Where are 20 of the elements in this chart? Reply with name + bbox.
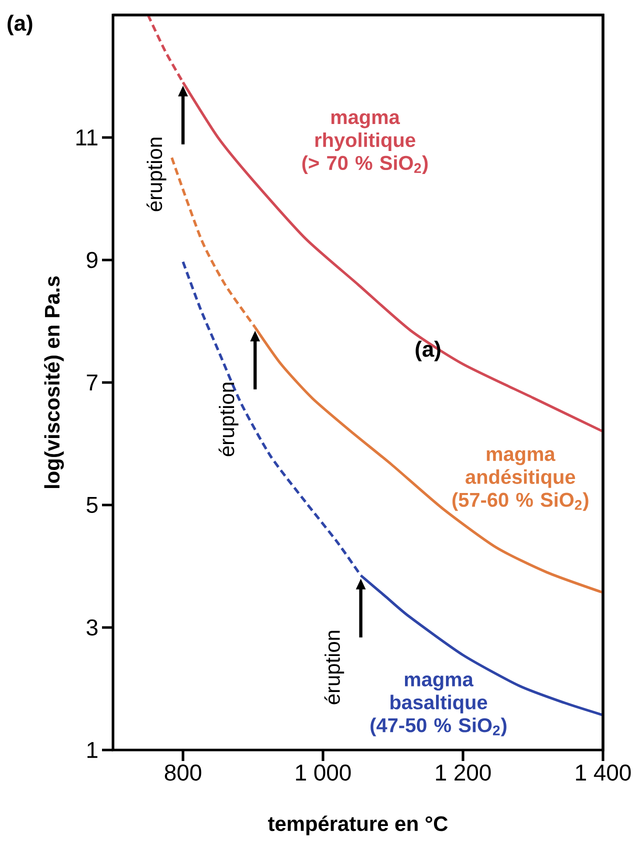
y-tick-label: 9 [86,252,98,268]
y-tick-label: 7 [86,374,98,390]
annotation: (a) [416,340,440,362]
x-tick-label: 1 400 [576,764,631,781]
annotation: éruption [324,630,344,704]
annotation: éruption [218,382,238,456]
y-tick-label: 5 [86,496,98,513]
x-tick-label: 1 000 [296,764,351,781]
text: (a) [8,14,32,36]
y-tick-label: 11 [76,130,98,146]
annotation: éruption [146,138,166,212]
y-tick-label: 3 [86,619,98,636]
series-label: magma basaltique (47-50 % SiO$_{2}$) [370,676,506,736]
x-tick-label: 800 [164,764,202,781]
y-tick-label: 1 [87,742,98,758]
series-label: magma andésitique (57-60 % SiO$_{2}$) [452,450,588,511]
x-tick-label: 1 200 [436,764,491,781]
y-axis-title: log(viscosité) en Pa.s [44,276,64,488]
text: magma rhyolitique (> 70 % SiO$_{2}$) [302,113,428,174]
x-axis-title: température en °C [268,816,448,836]
